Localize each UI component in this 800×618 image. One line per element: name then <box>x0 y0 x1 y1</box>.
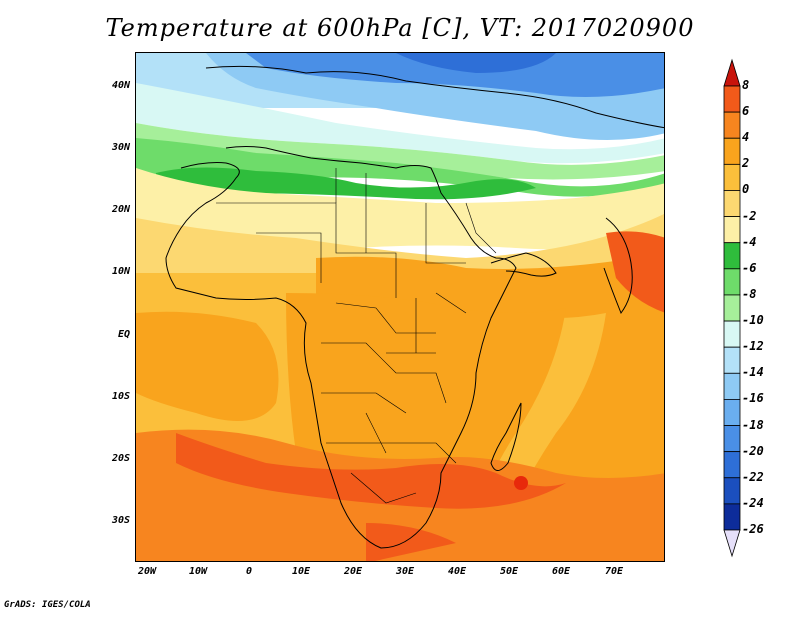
colorbar-label: 8 <box>742 78 750 92</box>
colorbar-label: -4 <box>742 234 757 249</box>
y-tick-20s: 20S <box>111 453 130 464</box>
colorbar <box>723 58 741 558</box>
colorbar-swatch <box>723 503 741 531</box>
hotspot-madagascar-east <box>514 476 528 490</box>
band-pale-yellow <box>136 168 664 251</box>
colorbar-swatch <box>723 425 741 453</box>
colorbar-label: -26 <box>742 522 764 536</box>
colorbar-swatch <box>723 320 741 348</box>
x-tick-20e: 20E <box>343 566 363 577</box>
colorbar-label: -16 <box>742 391 764 406</box>
x-tick-0: 0 <box>245 566 253 577</box>
x-tick-30e: 30E <box>395 566 415 577</box>
x-tick-20w: 20W <box>137 566 157 577</box>
y-tick-40n: 40N <box>111 80 130 91</box>
colorbar-swatch <box>723 451 741 479</box>
colorbar-label: 4 <box>742 130 750 145</box>
band-green-light <box>136 123 664 180</box>
colorbar-swatch <box>723 137 741 165</box>
footer-credit: GrADS: IGES/COLA <box>4 600 91 610</box>
x-tick-70e: 70E <box>604 566 624 577</box>
colorbar-label: -22 <box>742 469 764 484</box>
colorbar-label: -2 <box>742 208 757 223</box>
y-tick-10s: 10S <box>111 391 130 402</box>
colorbar-arrow-top <box>723 58 741 87</box>
y-tick-10n: 10N <box>111 266 130 277</box>
colorbar-label: -24 <box>742 495 764 510</box>
band-coldest <box>246 53 664 97</box>
colorbar-label: 2 <box>742 156 750 171</box>
colorbar-swatch <box>723 477 741 505</box>
colorbar-label: -10 <box>742 313 764 328</box>
country-borders <box>216 168 497 504</box>
band-green-dark <box>156 167 536 200</box>
colorbar-label: -14 <box>742 365 764 380</box>
colorbar-swatch <box>723 242 741 270</box>
colorbar-arrow-bottom <box>723 529 741 558</box>
band-hot-south <box>176 433 566 509</box>
colorbar-label: -12 <box>742 339 764 354</box>
colorbar-label: -6 <box>742 260 757 275</box>
colorbar-swatch <box>723 190 741 217</box>
colorbar-swatch <box>723 268 741 296</box>
colorbar-label: -20 <box>742 443 764 458</box>
x-tick-60e: 60E <box>551 566 571 577</box>
colorbar-label: 6 <box>742 104 750 119</box>
colorbar-swatch <box>723 216 741 244</box>
band-warm-se <box>366 523 456 561</box>
colorbar-swatch <box>723 346 741 374</box>
x-tick-10w: 10W <box>188 566 208 577</box>
colorbar-swatch <box>723 111 741 139</box>
coastlines <box>165 65 664 549</box>
map-title: Temperature at 600hPa [C], VT: 201702090… <box>105 14 695 42</box>
y-tick-30n: 30N <box>111 142 130 153</box>
x-tick-40e: 40E <box>447 566 467 577</box>
y-tick-eq: EQ <box>117 329 130 340</box>
colorbar-label: -18 <box>742 417 764 432</box>
colorbar-swatch <box>723 85 741 113</box>
colorbar-swatch <box>723 163 741 191</box>
colorbar-swatch <box>723 294 741 322</box>
y-tick-20n: 20N <box>111 204 130 215</box>
colorbar-label: 0 <box>742 182 750 197</box>
map-canvas <box>136 53 664 561</box>
colorbar-swatch <box>723 372 741 400</box>
x-tick-50e: 50E <box>499 566 519 577</box>
colorbar-label: -8 <box>742 286 757 301</box>
temperature-map <box>135 52 665 562</box>
y-tick-30s: 30S <box>111 515 130 526</box>
band-hot-east <box>606 231 664 313</box>
band-coolest-cyan <box>136 83 664 164</box>
band-deep-cold <box>396 53 556 73</box>
x-tick-10e: 10E <box>291 566 311 577</box>
band-orange-west <box>136 311 279 421</box>
colorbar-swatch <box>723 399 741 426</box>
